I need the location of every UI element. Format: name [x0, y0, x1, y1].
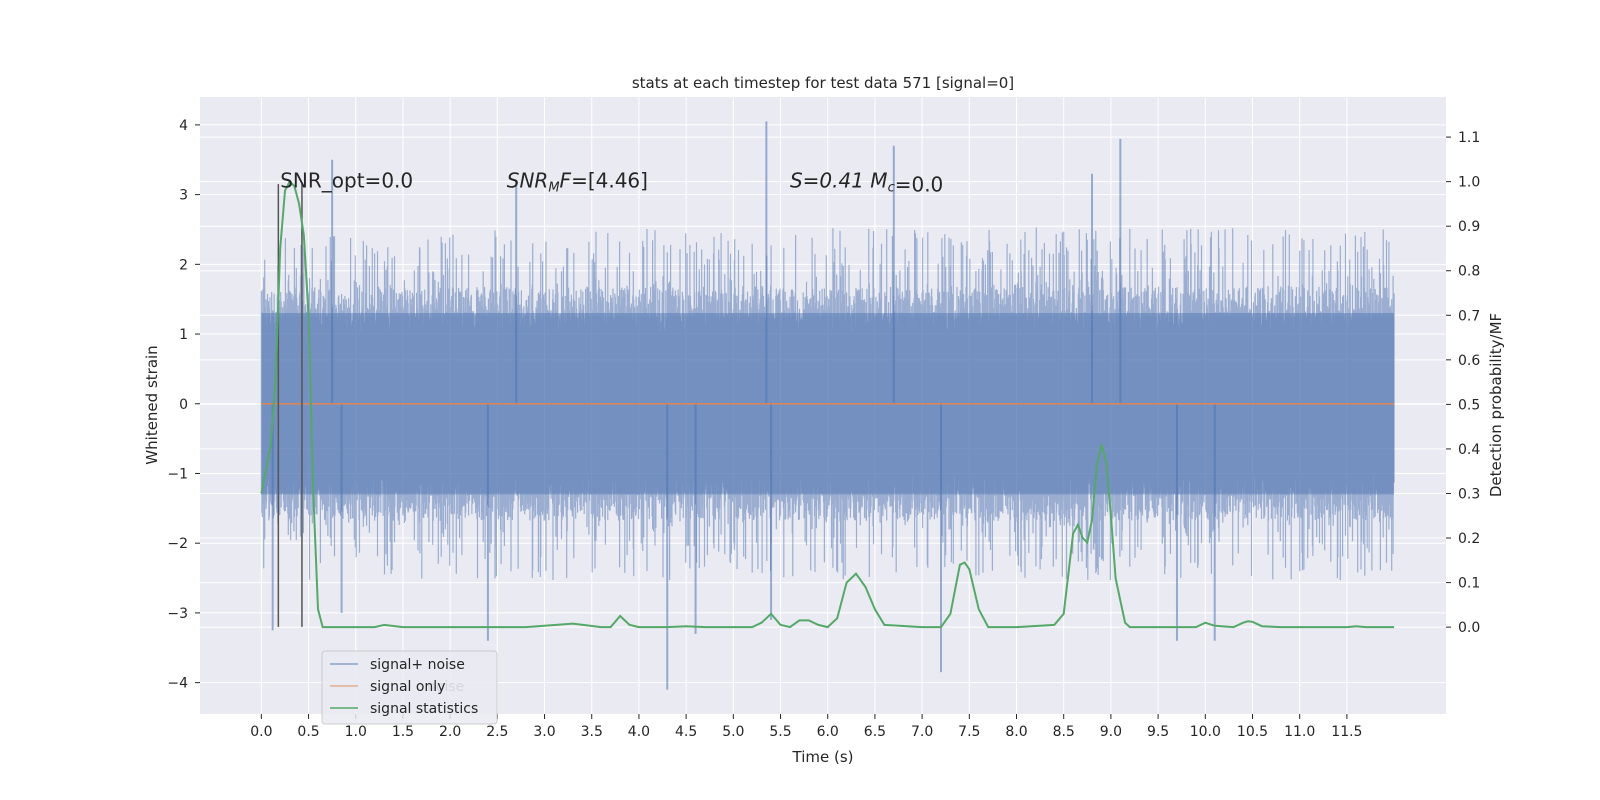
legend-label-signal-statistics: signal statistics — [370, 701, 478, 717]
x-tick-label: 9.5 — [1147, 724, 1169, 740]
y-left-tick-label: 2 — [179, 257, 188, 273]
y-right-axis-label: Detection probability/MF — [1487, 313, 1505, 497]
y-left-tick-label: −3 — [167, 606, 188, 622]
series-signal-statistics — [260, 179, 1395, 629]
x-tick-label: 1.0 — [345, 724, 367, 740]
x-tick-label: 8.5 — [1053, 724, 1075, 740]
y-right-axis-ticks: 0.0 0.1 0.2 0.3 0.4 0.5 0.6 0.7 0.8 0.9 1.0 1.1 — [1446, 130, 1480, 636]
x-tick-label: 10.5 — [1237, 724, 1268, 740]
x-tick-label: 11.5 — [1331, 724, 1362, 740]
chart-title: stats at each timestep for test data 571… — [632, 74, 1014, 92]
annotation-text: S=0.41 Mc=0.0 — [790, 169, 943, 197]
vertical-markers — [277, 184, 303, 627]
legend-ghost-label: noise — [427, 679, 464, 695]
legend-box — [321, 650, 498, 725]
y-left-tick-label: 4 — [179, 118, 188, 134]
y-right-tick-label: 0.6 — [1458, 353, 1480, 369]
annotation-text: SNR_opt=0.0 — [280, 169, 413, 193]
x-tick-label: 4.0 — [628, 724, 650, 740]
legend: noise signal+ noise signal only signal s… — [321, 650, 498, 725]
y-right-tick-label: 0.3 — [1458, 486, 1480, 502]
x-tick-label: 5.5 — [769, 724, 791, 740]
legend-label-signal-only: signal only — [370, 679, 445, 695]
x-tick-label: 0.5 — [297, 724, 319, 740]
y-right-tick-label: 0.8 — [1458, 264, 1480, 280]
y-right-tick-label: 0.5 — [1458, 397, 1480, 413]
x-axis-label: Time (s) — [792, 748, 854, 766]
annotations: SNR_opt=0.0 SNRMF=[4.46] S=0.41 Mc=0.0 — [280, 169, 943, 197]
y-right-tick-label: 0.7 — [1458, 308, 1480, 324]
x-tick-label: 11.0 — [1284, 724, 1315, 740]
y-right-tick-label: 0.2 — [1458, 531, 1480, 547]
signal-statistics-line — [260, 179, 1395, 629]
y-left-tick-label: −4 — [167, 676, 188, 692]
annotation-text: SNRMF=[4.46] — [507, 169, 648, 196]
x-tick-label: 3.0 — [533, 724, 555, 740]
x-tick-label: 6.0 — [817, 724, 839, 740]
y-left-axis-ticks: −4 −3 −2 −1 0 1 2 3 4 — [167, 118, 200, 692]
x-tick-label: 5.0 — [722, 724, 744, 740]
x-tick-label: 6.5 — [864, 724, 886, 740]
y-right-tick-label: 0.0 — [1458, 620, 1480, 636]
x-tick-label: 1.5 — [392, 724, 414, 740]
noise-trace — [260, 227, 1395, 581]
x-tick-label: 8.0 — [1005, 724, 1027, 740]
y-left-tick-label: 1 — [179, 327, 188, 343]
y-right-tick-label: 1.1 — [1458, 130, 1480, 146]
y-left-tick-label: 0 — [179, 397, 188, 413]
legend-label-signal-noise: signal+ noise — [370, 657, 465, 673]
y-right-tick-label: 0.1 — [1458, 576, 1480, 592]
x-tick-label: 7.0 — [911, 724, 933, 740]
y-right-tick-label: 0.4 — [1458, 442, 1480, 458]
x-tick-label: 7.5 — [958, 724, 980, 740]
x-tick-label: 3.5 — [581, 724, 603, 740]
x-tick-label: 0.0 — [250, 724, 272, 740]
x-tick-label: 2.0 — [439, 724, 461, 740]
y-left-tick-label: −2 — [167, 536, 188, 552]
x-tick-label: 4.5 — [675, 724, 697, 740]
y-left-axis-label: Whitened strain — [143, 345, 161, 464]
y-left-tick-label: −1 — [167, 466, 188, 482]
y-left-tick-label: 3 — [179, 188, 188, 204]
x-tick-label: 10.0 — [1190, 724, 1221, 740]
x-axis-ticks: 0.0 0.5 1.0 1.5 2.0 2.5 3.0 3.5 4.0 4.5 5.0 5.5 6.0 6… — [250, 714, 1362, 740]
x-tick-label: 9.0 — [1100, 724, 1122, 740]
y-right-tick-label: 1.0 — [1458, 175, 1480, 191]
y-right-tick-label: 0.9 — [1458, 219, 1480, 235]
x-tick-label: 2.5 — [486, 724, 508, 740]
